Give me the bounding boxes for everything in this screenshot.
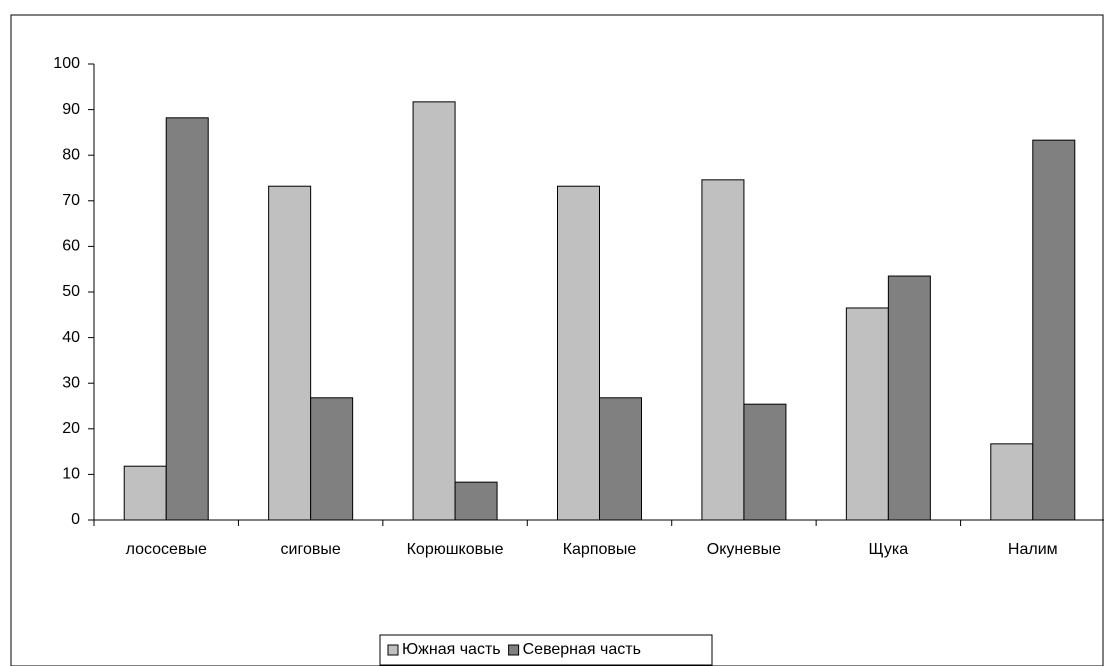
bar xyxy=(990,443,1034,521)
bar xyxy=(743,403,787,521)
y-tick-label: 50 xyxy=(62,283,80,300)
y-tick-label: 0 xyxy=(71,511,80,528)
bar xyxy=(165,117,209,521)
legend-swatch xyxy=(508,644,520,656)
bar xyxy=(557,185,600,521)
x-tick-label: Налим xyxy=(1008,541,1058,558)
bar xyxy=(845,307,889,521)
bar xyxy=(454,481,498,521)
legend-box xyxy=(379,634,713,666)
bar xyxy=(599,397,642,521)
y-tick-label: 90 xyxy=(62,101,80,118)
bar xyxy=(268,185,312,521)
bar xyxy=(412,101,456,521)
legend-label: Северная часть xyxy=(523,641,641,658)
x-tick-label: Карповые xyxy=(563,541,637,558)
x-tick-label: Щука xyxy=(869,541,909,558)
legend-swatch xyxy=(387,644,399,656)
y-tick-label: 100 xyxy=(53,55,80,72)
bar xyxy=(123,465,167,521)
legend-label: Южная часть xyxy=(402,641,501,658)
bar xyxy=(1032,139,1076,521)
bar xyxy=(310,397,354,521)
y-tick-label: 40 xyxy=(62,329,80,346)
x-tick-label: Окуневые xyxy=(707,541,781,558)
bar xyxy=(887,275,931,521)
y-tick-label: 60 xyxy=(62,238,80,255)
bar xyxy=(701,179,745,521)
x-tick-label: Корюшковые xyxy=(407,541,504,558)
x-tick-label: сиговые xyxy=(281,541,341,558)
x-tick-label: лососевые xyxy=(126,541,207,558)
y-tick-label: 20 xyxy=(62,420,80,437)
y-tick-label: 80 xyxy=(62,146,80,163)
y-tick-label: 70 xyxy=(62,192,80,209)
y-tick-label: 10 xyxy=(62,466,80,483)
y-tick-label: 30 xyxy=(62,374,80,391)
